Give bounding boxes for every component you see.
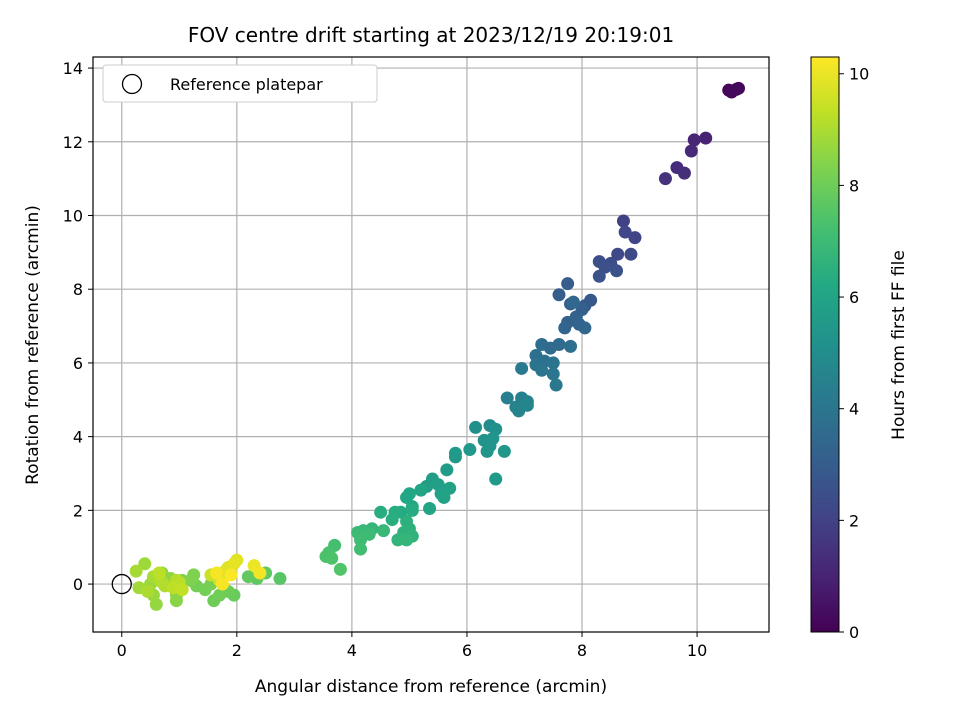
y-tick-label: 2 bbox=[73, 501, 83, 520]
x-tick-label: 8 bbox=[577, 641, 587, 660]
data-point bbox=[535, 338, 549, 351]
colorbar-ticks: 0 2 4 6 8 10 bbox=[839, 65, 869, 642]
data-point bbox=[500, 391, 514, 405]
data-point bbox=[558, 321, 572, 335]
data-point bbox=[520, 398, 534, 412]
data-point bbox=[684, 144, 698, 158]
data-point bbox=[611, 247, 625, 261]
chart-title: FOV centre drift starting at 2023/12/19 … bbox=[188, 23, 674, 47]
y-axis-label: Rotation from reference (arcmin) bbox=[23, 205, 43, 485]
data-point bbox=[374, 505, 388, 519]
x-tick-label: 2 bbox=[232, 641, 242, 660]
data-point bbox=[469, 420, 483, 434]
data-point bbox=[561, 277, 575, 291]
data-point bbox=[141, 584, 155, 598]
y-tick-label: 8 bbox=[73, 280, 83, 299]
data-point bbox=[552, 288, 566, 302]
colorbar-tick-label: 10 bbox=[849, 65, 869, 84]
colorbar-tick-label: 0 bbox=[849, 623, 859, 642]
data-point bbox=[699, 131, 713, 145]
y-tick-label: 14 bbox=[63, 59, 83, 78]
data-point bbox=[486, 431, 500, 445]
colorbar-tick-label: 8 bbox=[849, 176, 859, 195]
colorbar-gradient bbox=[810, 56, 840, 633]
colorbar: 0 2 4 6 8 10 Hours from first FF file bbox=[810, 56, 909, 642]
reference-platepar-marker bbox=[111, 573, 132, 595]
data-point bbox=[592, 269, 606, 283]
data-point bbox=[463, 443, 477, 457]
data-point bbox=[549, 378, 563, 392]
data-point bbox=[175, 583, 189, 597]
data-point bbox=[400, 533, 414, 547]
x-tick-label: 4 bbox=[347, 641, 357, 660]
data-point bbox=[546, 367, 560, 381]
data-point bbox=[414, 483, 428, 497]
data-point bbox=[658, 172, 672, 186]
data-point bbox=[187, 568, 201, 582]
plot-frame bbox=[92, 56, 770, 633]
data-point bbox=[253, 566, 267, 580]
data-point bbox=[535, 363, 549, 377]
data-point bbox=[354, 542, 368, 556]
legend: Reference platepar bbox=[102, 64, 378, 103]
y-axis-ticks: 0 2 4 6 8 10 12 14 bbox=[63, 59, 93, 594]
y-tick-label: 0 bbox=[73, 575, 83, 594]
data-point bbox=[515, 361, 529, 375]
data-point bbox=[440, 463, 454, 477]
x-axis-ticks: 0 2 4 6 8 10 bbox=[117, 632, 707, 660]
data-point bbox=[578, 321, 592, 335]
colorbar-label: Hours from first FF file bbox=[889, 250, 909, 440]
data-point bbox=[624, 247, 638, 261]
data-point bbox=[616, 214, 630, 228]
data-point bbox=[497, 444, 511, 458]
colorbar-tick-label: 2 bbox=[849, 511, 859, 530]
data-point bbox=[138, 557, 152, 571]
data-point bbox=[566, 295, 580, 309]
data-point bbox=[325, 551, 339, 565]
y-tick-label: 6 bbox=[73, 354, 83, 373]
data-point bbox=[273, 572, 287, 586]
x-tick-label: 6 bbox=[462, 641, 472, 660]
data-point bbox=[152, 566, 166, 580]
data-point bbox=[241, 570, 255, 584]
data-point bbox=[377, 524, 391, 538]
data-point bbox=[423, 502, 437, 516]
x-axis-label: Angular distance from reference (arcmin) bbox=[255, 677, 607, 697]
data-point bbox=[227, 557, 241, 571]
data-point bbox=[628, 231, 642, 245]
x-tick-label: 0 bbox=[117, 641, 127, 660]
data-point bbox=[385, 513, 399, 527]
data-point bbox=[618, 225, 632, 239]
data-point bbox=[129, 564, 143, 578]
colorbar-tick-label: 4 bbox=[849, 400, 859, 419]
data-point bbox=[448, 446, 462, 460]
data-point bbox=[564, 339, 578, 353]
data-point bbox=[687, 133, 701, 147]
x-tick-label: 10 bbox=[687, 641, 707, 660]
colorbar-tick-label: 6 bbox=[849, 288, 859, 307]
data-point bbox=[729, 82, 743, 96]
data-point bbox=[437, 490, 451, 504]
legend-entry-reference-platepar: Reference platepar bbox=[170, 75, 323, 94]
y-tick-label: 4 bbox=[73, 428, 83, 447]
data-point bbox=[480, 444, 494, 458]
data-point bbox=[354, 533, 368, 547]
grid bbox=[93, 57, 769, 632]
legend-box bbox=[102, 64, 378, 103]
data-point bbox=[489, 472, 503, 486]
data-point bbox=[546, 356, 560, 370]
legend-marker-reference-platepar bbox=[121, 73, 143, 95]
data-point bbox=[610, 264, 624, 278]
y-tick-label: 12 bbox=[63, 133, 83, 152]
data-point bbox=[210, 566, 224, 580]
data-points bbox=[129, 81, 746, 611]
y-tick-label: 10 bbox=[63, 206, 83, 225]
data-point bbox=[677, 166, 691, 180]
data-point bbox=[224, 568, 238, 582]
data-point bbox=[213, 588, 227, 602]
data-point bbox=[215, 577, 229, 591]
data-point bbox=[405, 503, 419, 517]
data-point bbox=[333, 562, 347, 576]
